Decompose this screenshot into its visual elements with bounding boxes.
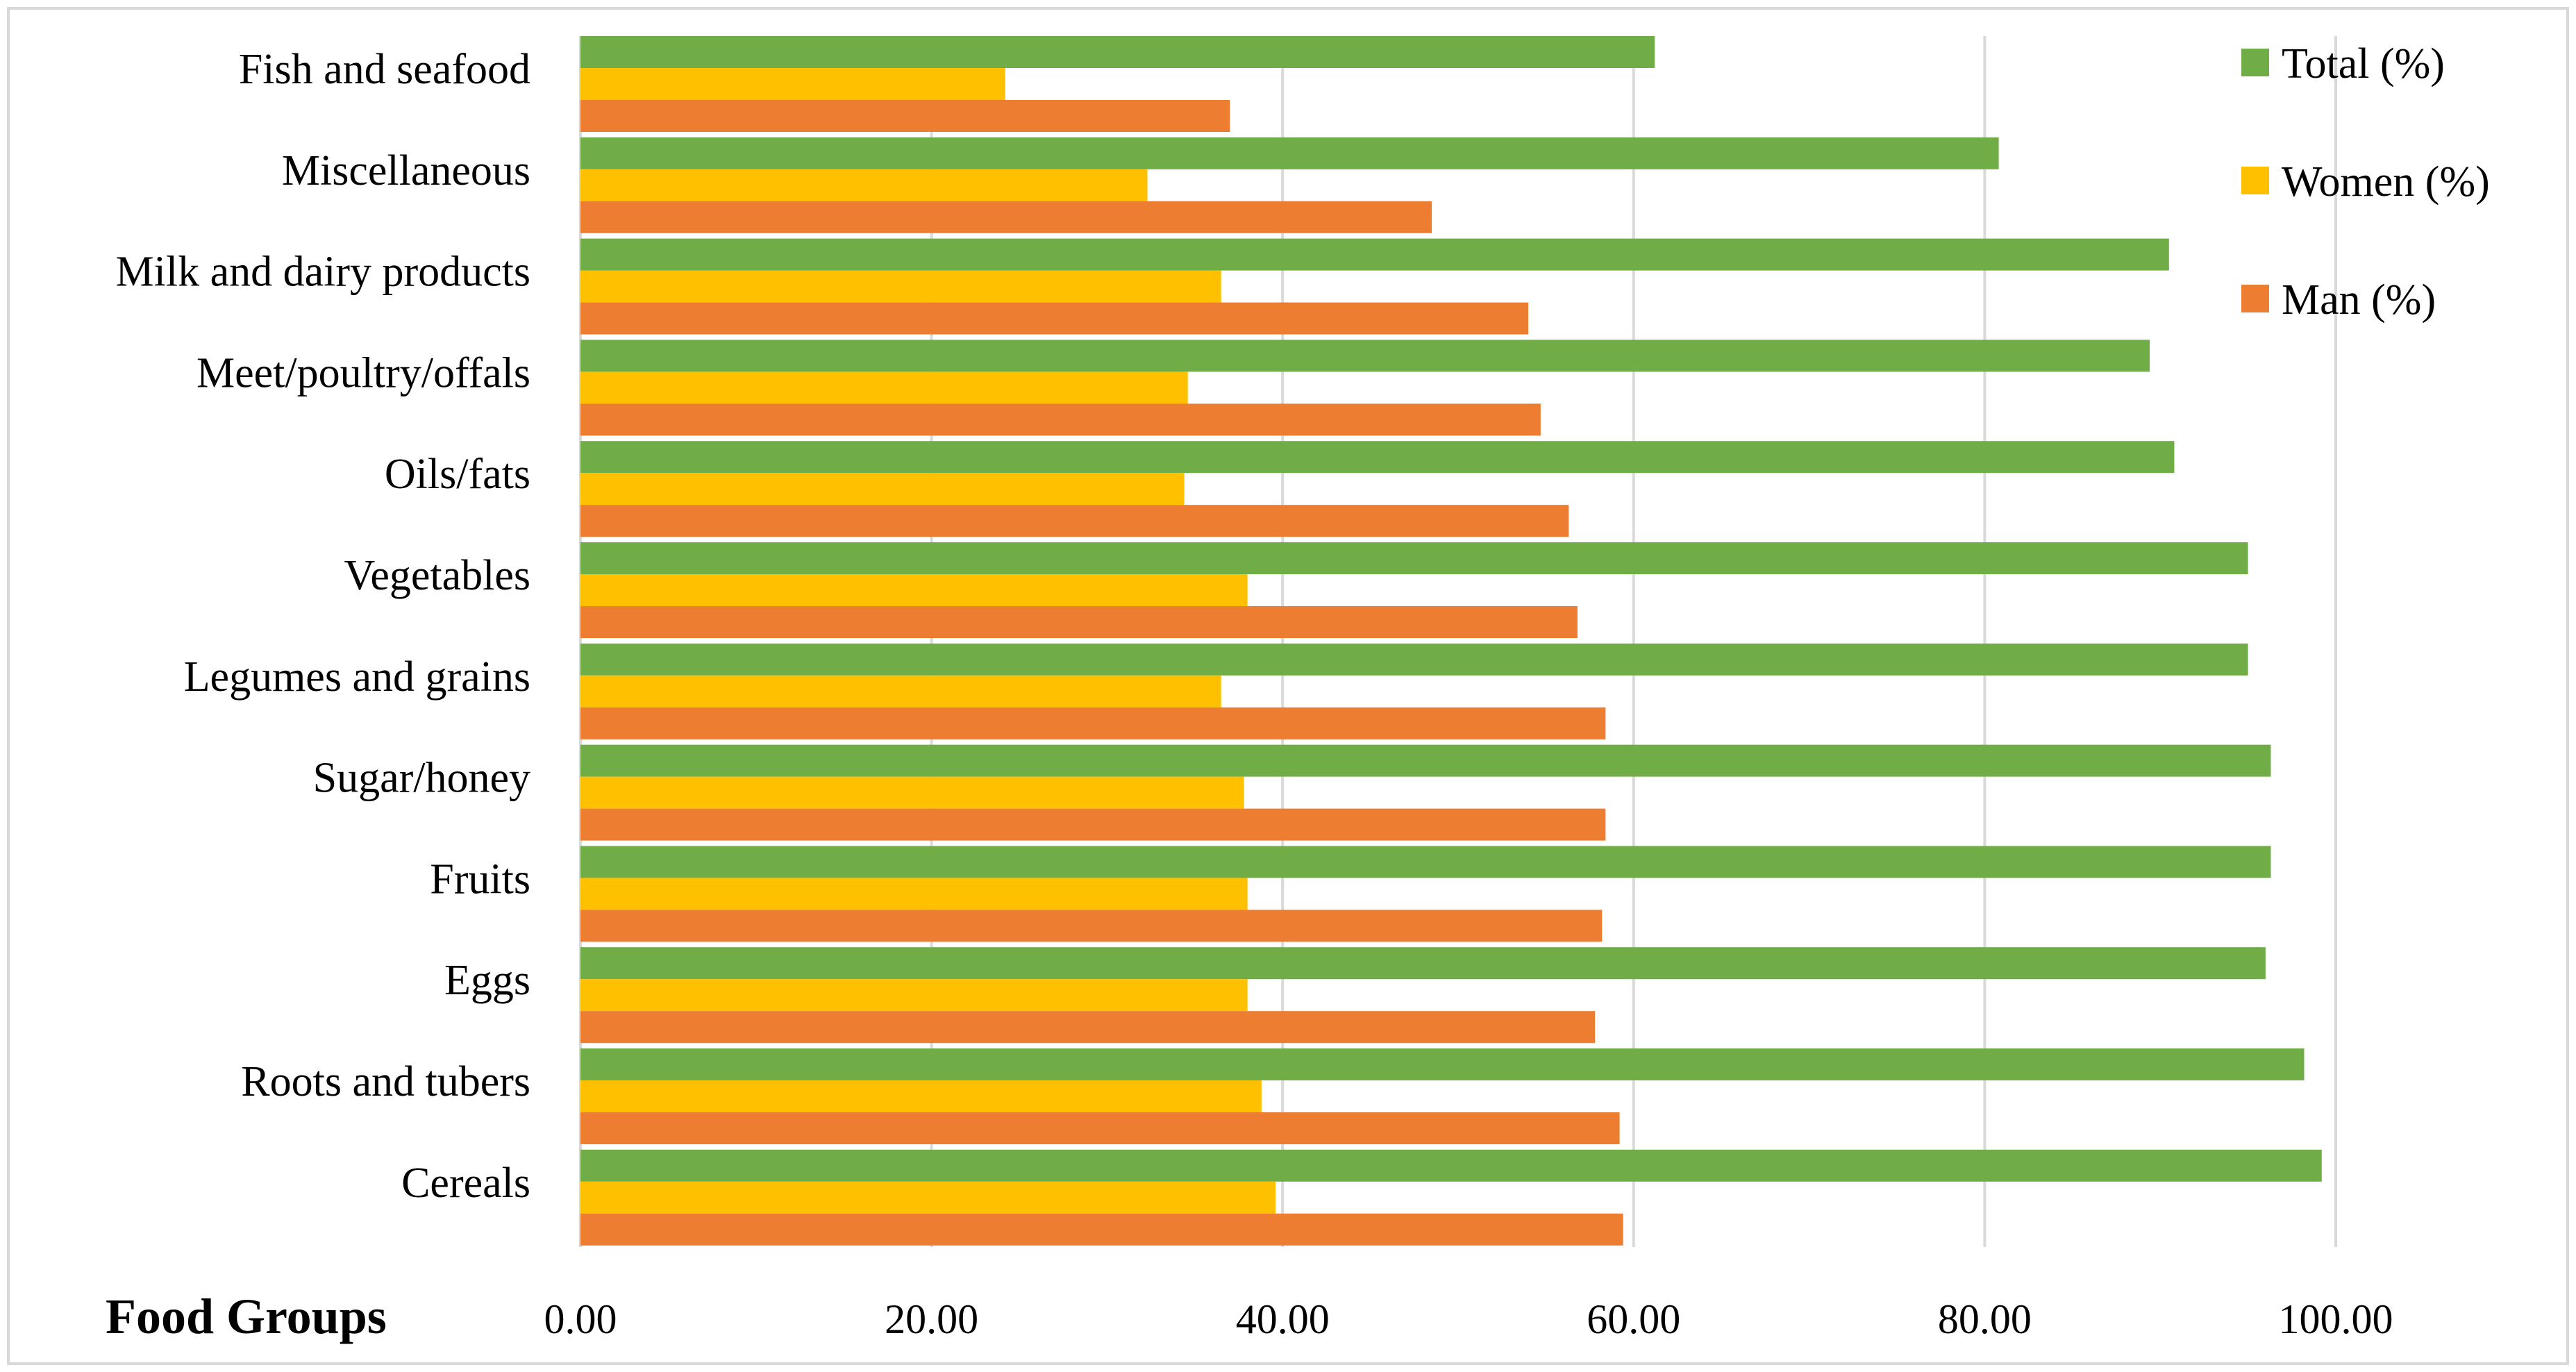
x-tick-label: 80.00 bbox=[1938, 1296, 2032, 1342]
bar-man-5 bbox=[580, 606, 1578, 638]
legend-label-women: Women (%) bbox=[2282, 158, 2490, 206]
bars bbox=[580, 36, 2322, 1246]
bar-man-0 bbox=[580, 100, 1230, 132]
bar-man-11 bbox=[580, 1213, 1623, 1246]
x-tick-label: 40.00 bbox=[1236, 1296, 1330, 1342]
bar-man-9 bbox=[580, 1011, 1596, 1044]
category-label: Fruits bbox=[430, 855, 530, 903]
category-label: Fish and seafood bbox=[239, 46, 530, 93]
legend: Total (%) Women (%) Man (%) bbox=[2241, 40, 2490, 324]
bar-total-8 bbox=[580, 846, 2271, 878]
x-tick-label: 20.00 bbox=[885, 1296, 978, 1342]
bar-man-6 bbox=[580, 707, 1606, 739]
bar-women-4 bbox=[580, 473, 1185, 505]
legend-label-man: Man (%) bbox=[2282, 276, 2436, 324]
bar-man-10 bbox=[580, 1112, 1620, 1144]
bar-women-8 bbox=[580, 878, 1248, 910]
category-label: Legumes and grains bbox=[184, 653, 530, 701]
bar-man-1 bbox=[580, 201, 1432, 233]
legend-swatch-women bbox=[2241, 167, 2269, 194]
bar-women-10 bbox=[580, 1080, 1262, 1112]
bar-total-9 bbox=[580, 947, 2266, 980]
bar-total-2 bbox=[580, 238, 2169, 271]
category-label: Oils/fats bbox=[385, 451, 530, 498]
category-labels: Fish and seafood Miscellaneous Milk and da… bbox=[115, 46, 530, 1207]
category-label: Roots and tubers bbox=[241, 1058, 530, 1105]
y-axis-title: Food Groups bbox=[106, 1289, 387, 1344]
legend-swatch-man bbox=[2241, 285, 2269, 312]
gridlines bbox=[579, 36, 2337, 1247]
bar-total-10 bbox=[580, 1048, 2305, 1080]
bar-man-3 bbox=[580, 403, 1541, 436]
bar-women-9 bbox=[580, 979, 1248, 1012]
bar-man-4 bbox=[580, 505, 1569, 537]
bar-women-6 bbox=[580, 675, 1221, 708]
x-tick-labels: 0.00 20.00 40.00 60.00 80.00 100.00 bbox=[544, 1296, 2393, 1342]
x-tick-label: 60.00 bbox=[1587, 1296, 1680, 1342]
bar-total-11 bbox=[580, 1149, 2322, 1182]
category-label: Vegetables bbox=[344, 552, 530, 599]
category-label: Milk and dairy products bbox=[115, 249, 530, 296]
bar-women-2 bbox=[580, 270, 1221, 303]
category-label: Eggs bbox=[444, 957, 530, 1004]
bar-total-0 bbox=[580, 36, 1655, 68]
bar-total-6 bbox=[580, 643, 2248, 676]
bar-man-2 bbox=[580, 302, 1529, 335]
bar-total-4 bbox=[580, 441, 2175, 474]
bar-women-11 bbox=[580, 1181, 1276, 1214]
bar-women-3 bbox=[580, 371, 1188, 404]
legend-label-total: Total (%) bbox=[2282, 40, 2445, 87]
bar-women-7 bbox=[580, 776, 1244, 809]
bar-women-5 bbox=[580, 574, 1248, 606]
bar-women-1 bbox=[580, 169, 1148, 201]
bar-total-7 bbox=[580, 744, 2271, 777]
category-label: Meet/poultry/offals bbox=[196, 349, 530, 396]
legend-swatch-total bbox=[2241, 49, 2269, 76]
x-tick-label: 100.00 bbox=[2279, 1296, 2393, 1342]
bar-total-1 bbox=[580, 137, 1999, 169]
x-tick-label: 0.00 bbox=[544, 1296, 617, 1342]
bar-total-5 bbox=[580, 542, 2248, 574]
bar-man-7 bbox=[580, 808, 1606, 841]
bar-women-0 bbox=[580, 68, 1005, 100]
category-label: Miscellaneous bbox=[282, 147, 530, 194]
category-label: Sugar/honey bbox=[313, 755, 530, 802]
bar-total-3 bbox=[580, 340, 2150, 372]
category-label: Cereals bbox=[401, 1160, 530, 1207]
bar-man-8 bbox=[580, 910, 1603, 942]
